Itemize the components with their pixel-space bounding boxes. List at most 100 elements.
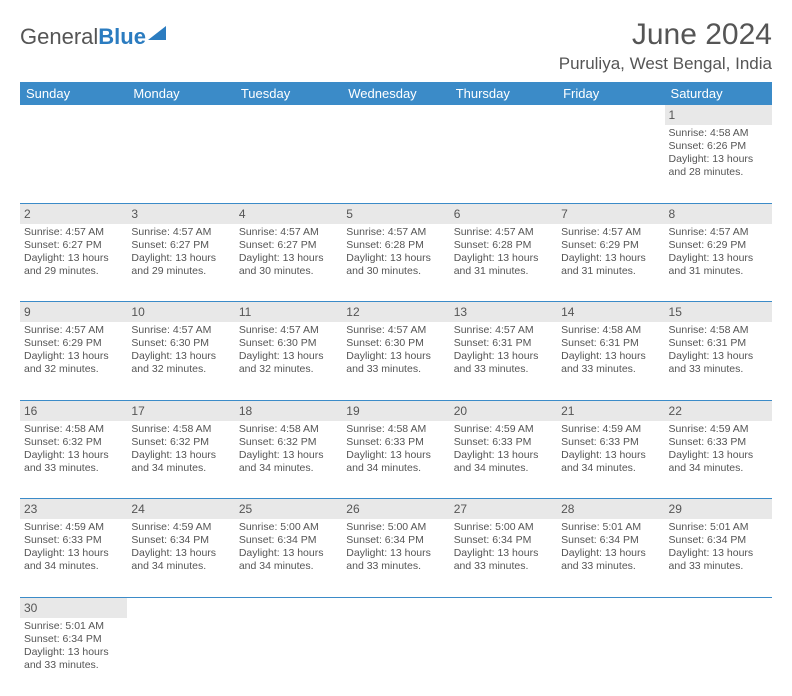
daynum-cell: 18 [235,400,342,421]
daynum-cell: 8 [665,203,772,224]
day-number: 30 [24,601,37,615]
day-cell: Sunrise: 4:59 AMSunset: 6:33 PMDaylight:… [557,421,664,499]
daynum-cell: 30 [20,597,127,618]
sunset-text: Sunset: 6:33 PM [454,436,553,449]
sunrise-text: Sunrise: 4:57 AM [346,226,445,239]
weekday-header: Sunday [20,82,127,105]
day-number: 15 [669,305,682,319]
daynum-row: 2345678 [20,203,772,224]
weekday-header: Monday [127,82,234,105]
daylight-text: Daylight: 13 hours and 30 minutes. [239,252,338,278]
logo-text-gray: General [20,24,98,50]
sunset-text: Sunset: 6:31 PM [454,337,553,350]
sunset-text: Sunset: 6:32 PM [24,436,123,449]
sunrise-text: Sunrise: 5:00 AM [239,521,338,534]
logo-text-blue: Blue [98,24,146,50]
day-number: 28 [561,502,574,516]
day-cell: Sunrise: 5:00 AMSunset: 6:34 PMDaylight:… [450,519,557,597]
sunset-text: Sunset: 6:27 PM [239,239,338,252]
day-number: 27 [454,502,467,516]
daynum-row: 23242526272829 [20,499,772,520]
daynum-cell: 23 [20,499,127,520]
day-number: 22 [669,404,682,418]
page-header: GeneralBlue June 2024 Puruliya, West Ben… [20,18,772,74]
daylight-text: Daylight: 13 hours and 32 minutes. [24,350,123,376]
daylight-text: Daylight: 13 hours and 34 minutes. [24,547,123,573]
day-number: 29 [669,502,682,516]
sunset-text: Sunset: 6:32 PM [131,436,230,449]
daylight-text: Daylight: 13 hours and 29 minutes. [131,252,230,278]
daylight-text: Daylight: 13 hours and 34 minutes. [669,449,768,475]
daylight-text: Daylight: 13 hours and 32 minutes. [131,350,230,376]
day-number: 10 [131,305,144,319]
sunrise-text: Sunrise: 5:00 AM [346,521,445,534]
daylight-text: Daylight: 13 hours and 33 minutes. [24,449,123,475]
daynum-row: 1 [20,105,772,125]
calendar-table: SundayMondayTuesdayWednesdayThursdayFrid… [20,82,772,696]
daylight-text: Daylight: 13 hours and 32 minutes. [239,350,338,376]
sunrise-text: Sunrise: 4:57 AM [454,226,553,239]
day-number: 13 [454,305,467,319]
day-number: 8 [669,207,676,221]
daynum-cell [235,105,342,125]
sunset-text: Sunset: 6:31 PM [669,337,768,350]
daynum-cell: 7 [557,203,664,224]
daynum-row: 30 [20,597,772,618]
daynum-cell: 1 [665,105,772,125]
day-cell [127,125,234,203]
daynum-cell: 27 [450,499,557,520]
weekday-header: Tuesday [235,82,342,105]
day-cell [557,125,664,203]
month-title: June 2024 [559,18,772,52]
daynum-cell: 25 [235,499,342,520]
daynum-cell: 21 [557,400,664,421]
day-number: 9 [24,305,31,319]
day-number: 3 [131,207,138,221]
daynum-cell: 24 [127,499,234,520]
daynum-cell [127,105,234,125]
day-cell: Sunrise: 4:58 AMSunset: 6:32 PMDaylight:… [20,421,127,499]
sunrise-text: Sunrise: 4:58 AM [346,423,445,436]
sunrise-text: Sunrise: 4:59 AM [561,423,660,436]
day-cell: Sunrise: 4:58 AMSunset: 6:33 PMDaylight:… [342,421,449,499]
daynum-cell: 15 [665,302,772,323]
day-cell: Sunrise: 5:01 AMSunset: 6:34 PMDaylight:… [557,519,664,597]
daynum-cell [127,597,234,618]
daylight-text: Daylight: 13 hours and 31 minutes. [561,252,660,278]
daylight-text: Daylight: 13 hours and 34 minutes. [454,449,553,475]
day-number: 25 [239,502,252,516]
day-cell: Sunrise: 4:58 AMSunset: 6:26 PMDaylight:… [665,125,772,203]
weekday-header-row: SundayMondayTuesdayWednesdayThursdayFrid… [20,82,772,105]
day-cell: Sunrise: 5:01 AMSunset: 6:34 PMDaylight:… [665,519,772,597]
daylight-text: Daylight: 13 hours and 31 minutes. [454,252,553,278]
day-cell: Sunrise: 4:58 AMSunset: 6:31 PMDaylight:… [665,322,772,400]
day-cell: Sunrise: 4:59 AMSunset: 6:33 PMDaylight:… [450,421,557,499]
sunset-text: Sunset: 6:33 PM [346,436,445,449]
daylight-text: Daylight: 13 hours and 34 minutes. [239,547,338,573]
sunset-text: Sunset: 6:34 PM [669,534,768,547]
weekday-header: Wednesday [342,82,449,105]
daynum-cell: 28 [557,499,664,520]
daynum-cell: 16 [20,400,127,421]
sunrise-text: Sunrise: 4:58 AM [131,423,230,436]
day-number: 20 [454,404,467,418]
logo-sail-icon [148,26,166,40]
sunset-text: Sunset: 6:30 PM [131,337,230,350]
sunrise-text: Sunrise: 4:58 AM [239,423,338,436]
sunrise-text: Sunrise: 5:01 AM [669,521,768,534]
day-cell [235,618,342,696]
sunrise-text: Sunrise: 4:57 AM [346,324,445,337]
sunrise-text: Sunrise: 4:57 AM [561,226,660,239]
day-number: 2 [24,207,31,221]
daynum-cell [665,597,772,618]
daynum-cell: 5 [342,203,449,224]
daynum-cell: 3 [127,203,234,224]
day-cell: Sunrise: 5:01 AMSunset: 6:34 PMDaylight:… [20,618,127,696]
day-cell [665,618,772,696]
detail-row: Sunrise: 4:57 AMSunset: 6:27 PMDaylight:… [20,224,772,302]
daynum-cell: 20 [450,400,557,421]
day-cell: Sunrise: 4:58 AMSunset: 6:32 PMDaylight:… [127,421,234,499]
daynum-cell [557,105,664,125]
sunset-text: Sunset: 6:34 PM [454,534,553,547]
sunrise-text: Sunrise: 4:59 AM [131,521,230,534]
